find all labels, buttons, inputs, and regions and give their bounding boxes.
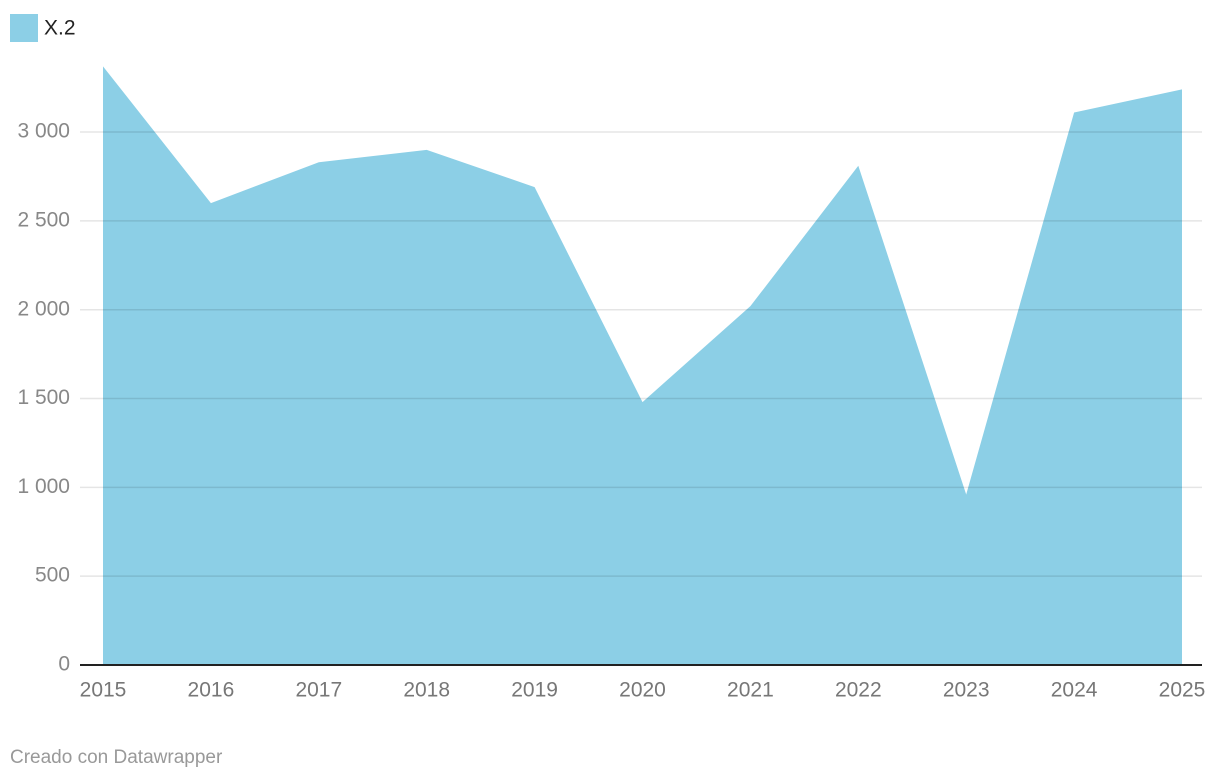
x-tick-label: 2022 [835,679,882,702]
legend-swatch [10,14,38,42]
y-tick-label: 500 [35,564,70,587]
y-tick-label: 2 500 [17,208,70,231]
x-tick-label: 2017 [295,679,342,702]
x-tick-label: 2015 [80,679,127,702]
x-tick-label: 2018 [403,679,450,702]
x-tick-label: 2023 [943,679,990,702]
y-tick-label: 2 000 [17,297,70,320]
area [103,66,1182,666]
y-tick-label: 1 500 [17,386,70,409]
x-tick-label: 2020 [619,679,666,702]
x-tick-label: 2019 [511,679,558,702]
credit: Creado con Datawrapper [10,747,223,768]
y-tick-label: 0 [58,653,70,676]
legend-label: X.2 [44,17,76,40]
x-tick-label: 2025 [1159,679,1206,702]
x-tick-label: 2021 [727,679,774,702]
y-tick-label: 3 000 [17,120,70,143]
y-tick-label: 1 000 [17,475,70,498]
x-tick-label: 2016 [188,679,235,702]
x-tick-label: 2024 [1051,679,1098,702]
